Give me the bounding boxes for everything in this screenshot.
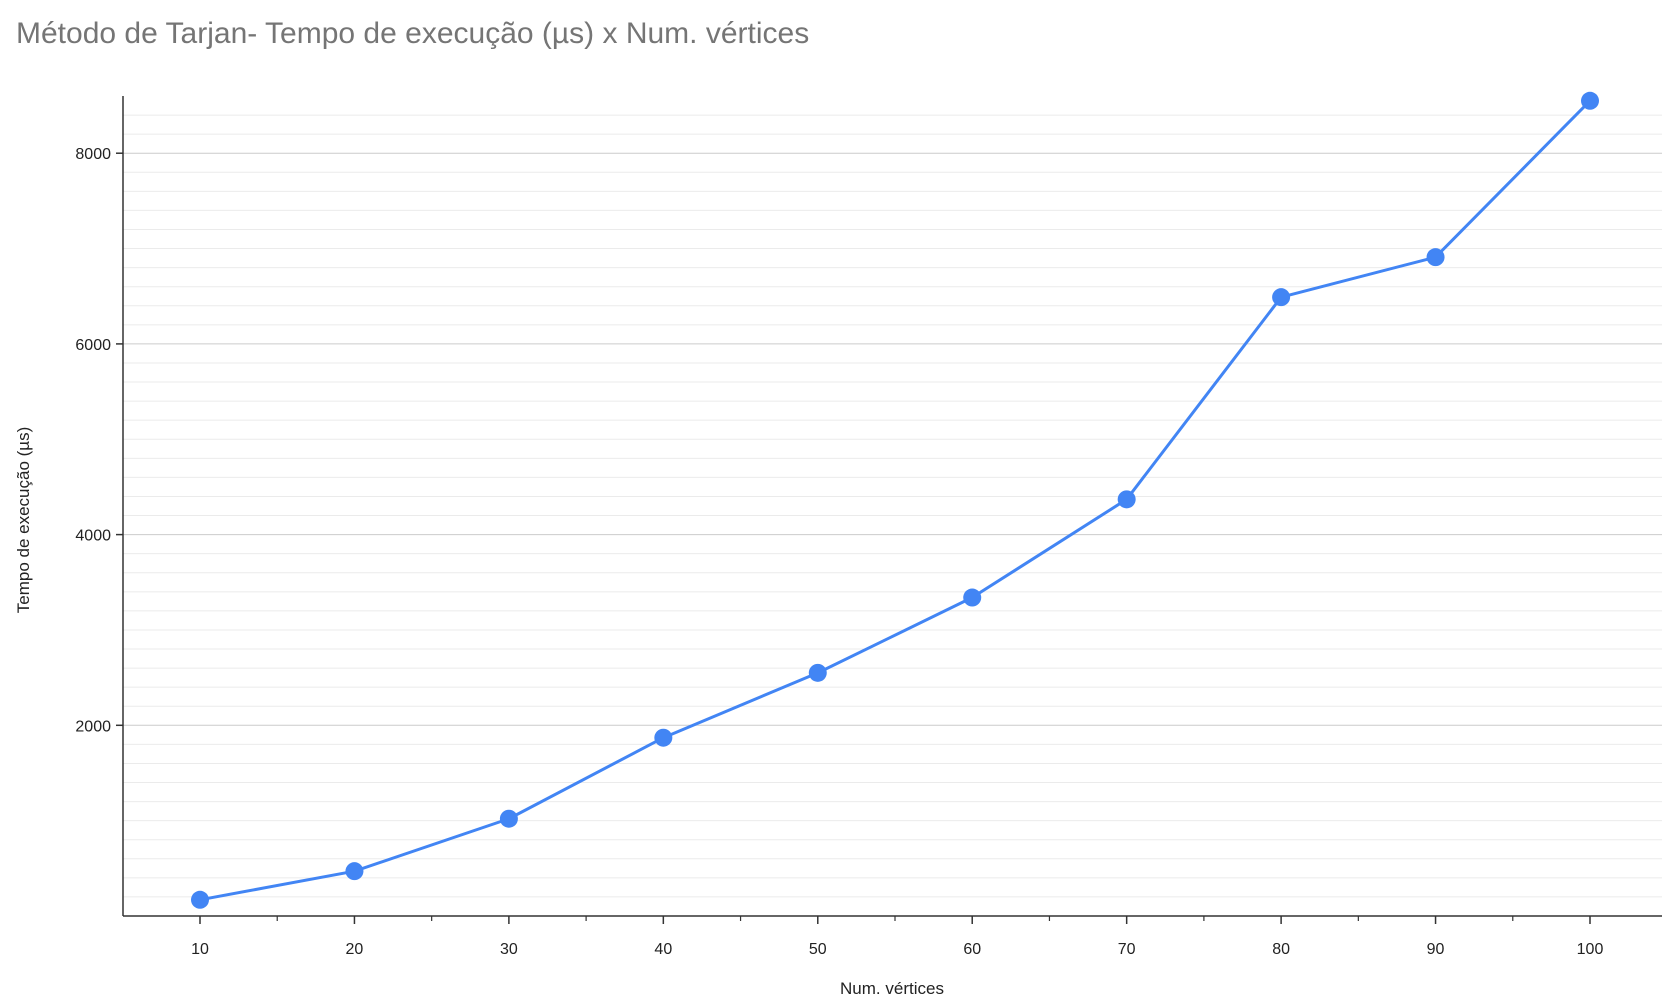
x-tick-label: 60 (963, 941, 981, 958)
grid-layer (123, 114, 1662, 898)
data-point[interactable] (1426, 248, 1445, 267)
chart-title: Método de Tarjan- Tempo de execução (µs)… (16, 17, 809, 50)
data-point[interactable] (963, 588, 982, 607)
y-axis-label: Tempo de execução (µs) (14, 427, 33, 614)
x-tick-label: 90 (1427, 941, 1445, 958)
data-point[interactable] (499, 809, 518, 828)
x-tick-label: 70 (1118, 941, 1136, 958)
y-tick-label: 8000 (75, 146, 111, 163)
y-tick-label: 6000 (75, 337, 111, 354)
data-point[interactable] (191, 890, 209, 909)
x-tick-label: 80 (1272, 941, 1290, 958)
x-axis-label: Num. vértices (840, 979, 944, 998)
tick-label-layer: 2000 4000 6000 8000 10 20 30 40 50 60 70 80 90 100 (75, 146, 1603, 958)
x-tick-label: 20 (346, 941, 364, 958)
data-point[interactable] (1117, 490, 1136, 509)
x-tick-label: 10 (191, 941, 209, 958)
y-tick-label: 4000 (75, 528, 111, 545)
x-tick-label: 50 (809, 941, 827, 958)
data-point[interactable] (808, 663, 827, 682)
data-point[interactable] (345, 862, 364, 881)
x-tick-label: 30 (500, 941, 518, 958)
y-tick-label: 2000 (75, 718, 111, 735)
x-tick-label: 40 (654, 941, 672, 958)
data-point[interactable] (1272, 288, 1291, 307)
series-line (198, 99, 1592, 902)
axis-layer (116, 96, 1662, 924)
series-layer (191, 91, 1599, 909)
x-tick-label: 100 (1577, 941, 1604, 958)
data-point[interactable] (1581, 91, 1599, 110)
data-point[interactable] (654, 728, 673, 747)
